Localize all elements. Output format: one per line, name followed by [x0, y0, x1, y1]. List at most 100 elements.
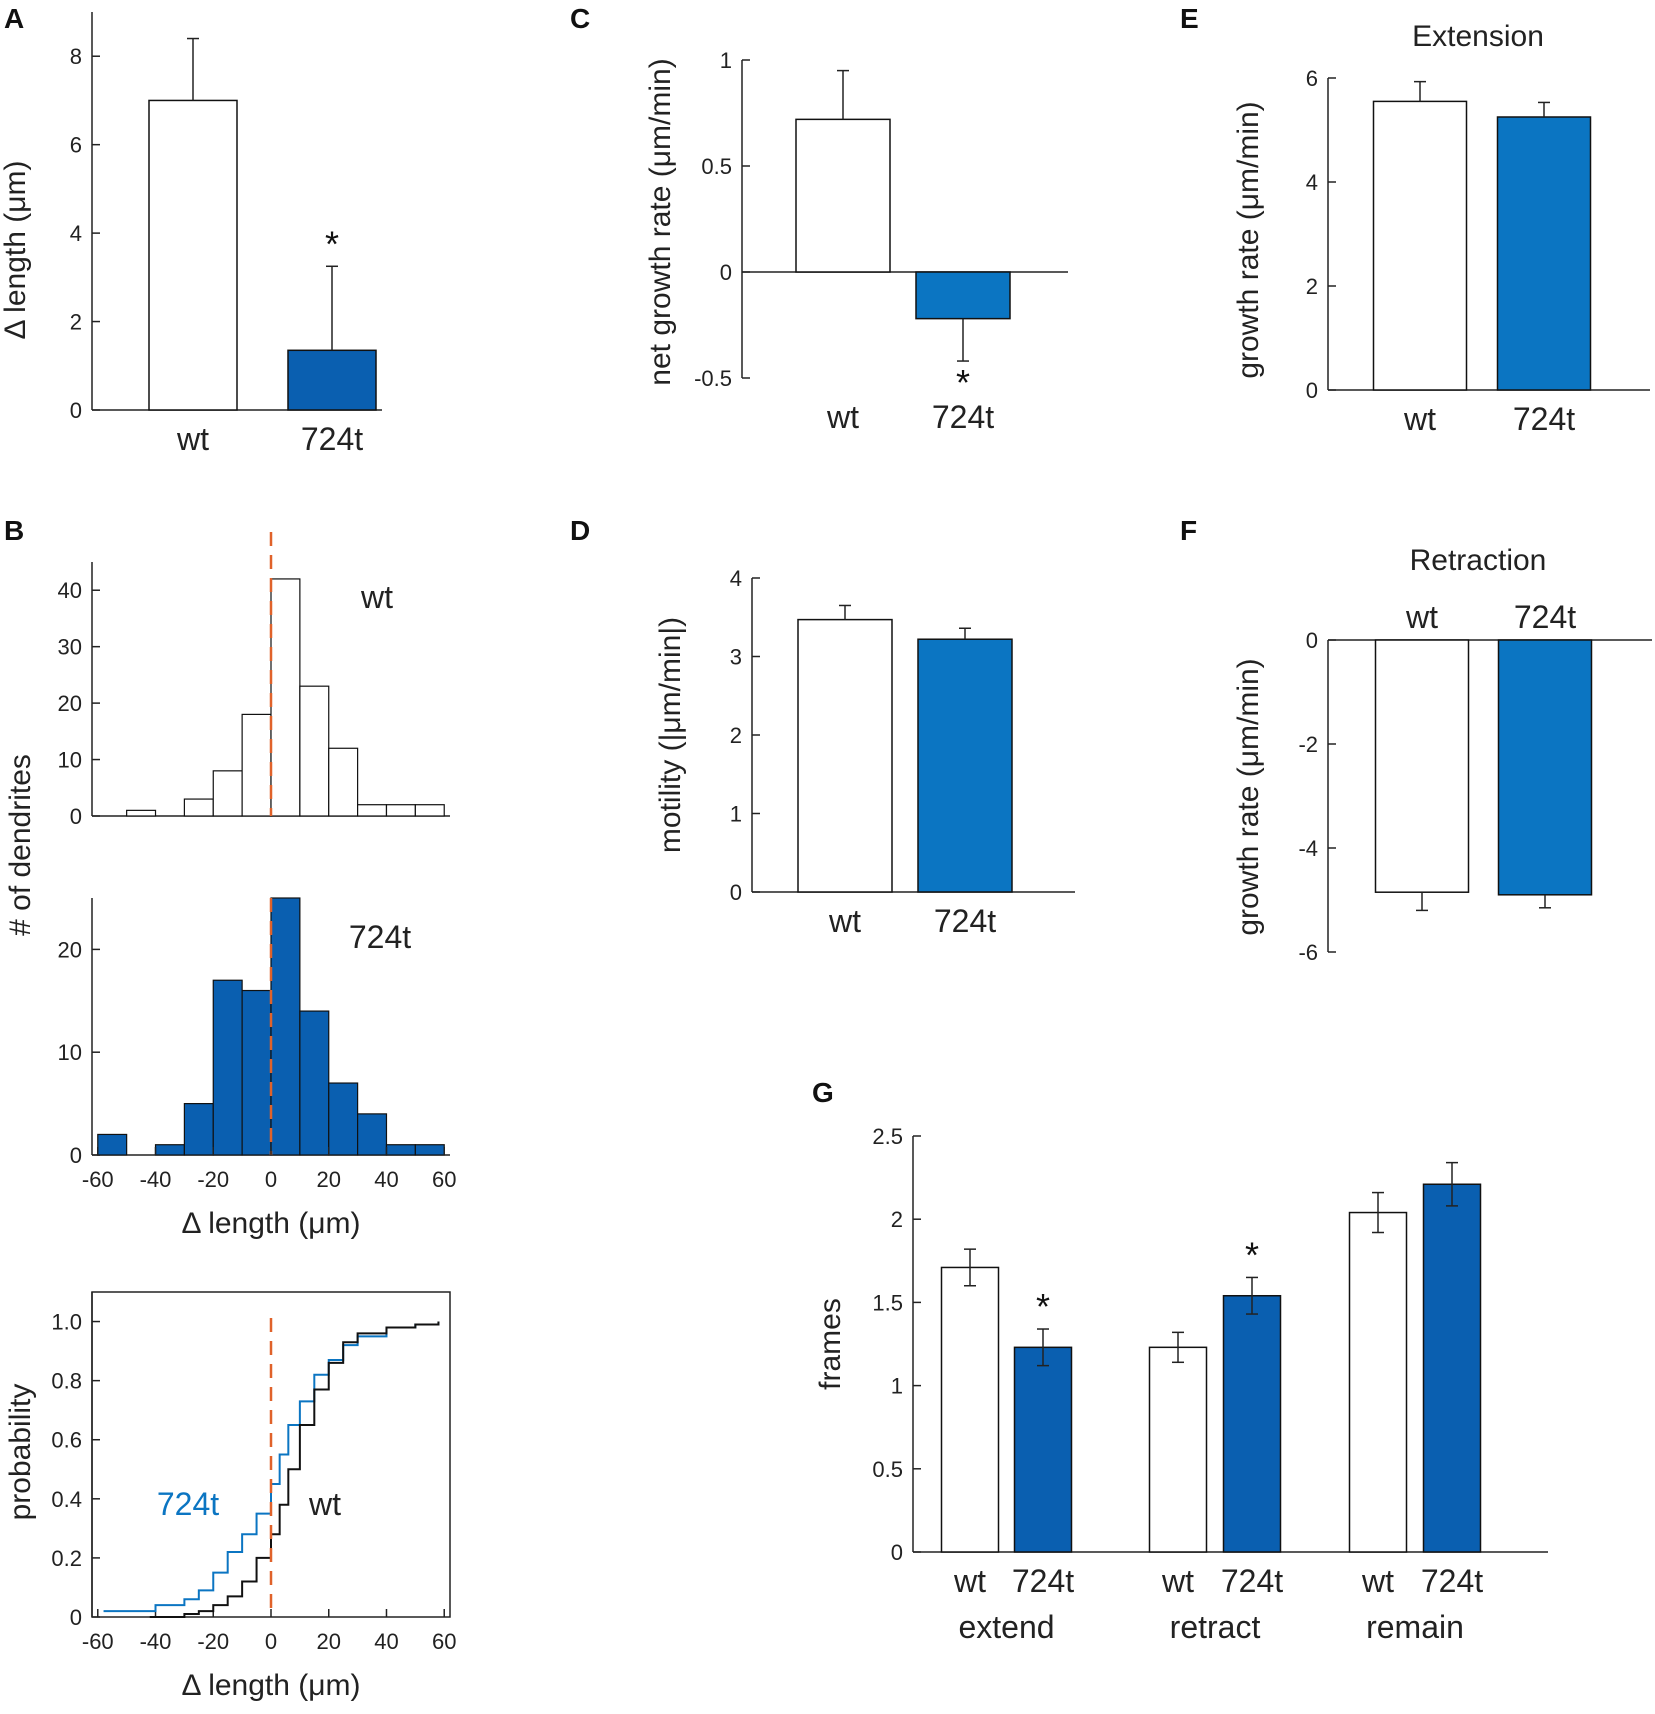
- panel-label-B: B: [4, 515, 24, 546]
- x-axis-label-B2: Δ length (μm): [181, 1207, 360, 1240]
- plot-frame-B3: [91, 1291, 451, 1618]
- y-tick-label-A: 4: [70, 221, 82, 246]
- y-tick-label-G: 0.5: [872, 1457, 903, 1482]
- x-tick-label-B2: -60: [82, 1167, 114, 1192]
- x-label-C: wt: [826, 399, 859, 435]
- hist-bar-B2: [414, 1144, 445, 1156]
- y-tick-label-B3: 0: [70, 1605, 82, 1630]
- y-axis-label-G: frames: [814, 1298, 847, 1390]
- y-tick-label-G: 0: [891, 1540, 903, 1565]
- y-tick-label-B2: 20: [58, 937, 82, 962]
- y-tick-label-D: 1: [730, 802, 742, 827]
- significance-star-G: *: [1245, 1234, 1259, 1275]
- bar-E-724t: [1496, 116, 1592, 391]
- group-label-G-remain: remain: [1366, 1609, 1464, 1645]
- y-tick-label-C: 0: [720, 260, 732, 285]
- y-tick-label-F: -6: [1298, 940, 1318, 965]
- group-label-G-extend: extend: [958, 1609, 1054, 1645]
- hist-bar-B1: [126, 809, 157, 817]
- y-tick-label-D: 3: [730, 645, 742, 670]
- x-label-D: wt: [828, 903, 861, 939]
- y-tick-label-B1: 10: [58, 748, 82, 773]
- x-label-G: 724t: [1421, 1563, 1483, 1599]
- bar-F-wt: [1374, 639, 1470, 893]
- x-tick-label-B3: 0: [265, 1629, 277, 1654]
- x-tick-label-B3: 60: [432, 1629, 456, 1654]
- x-label-D: 724t: [934, 903, 996, 939]
- annotation-wt: wt: [308, 1486, 341, 1522]
- hist-bar-B1: [328, 747, 359, 817]
- hist-bar-B2: [183, 1102, 214, 1156]
- hist-bar-B2: [385, 1144, 416, 1156]
- x-label-F: wt: [1405, 599, 1438, 635]
- x-tick-label-B2: -40: [140, 1167, 172, 1192]
- hist-bar-B1: [357, 804, 388, 817]
- significance-star-A: *: [325, 223, 339, 264]
- significance-star-G: *: [1036, 1286, 1050, 1327]
- x-tick-label-B2: 20: [316, 1167, 340, 1192]
- bar-A-724t: [287, 349, 377, 411]
- hist-bar-B1: [270, 578, 301, 817]
- hist-bar-B2: [328, 1082, 359, 1156]
- bar-A-wt: [148, 99, 238, 411]
- y-tick-label-B1: 0: [70, 804, 82, 829]
- chart-title-F: Retraction: [1410, 544, 1547, 577]
- y-axis-label-B3: probability: [4, 1384, 37, 1521]
- y-axis-label-A: Δ length (μm): [0, 160, 32, 339]
- x-tick-label-B3: -40: [140, 1629, 172, 1654]
- y-tick-label-B1: 40: [58, 578, 82, 603]
- series-label-B1: wt: [360, 579, 393, 615]
- panel-label-F: F: [1180, 515, 1197, 546]
- y-tick-label-G: 2.5: [872, 1124, 903, 1149]
- bar-E-wt: [1372, 100, 1468, 391]
- x-tick-label-B3: -20: [197, 1629, 229, 1654]
- y-tick-label-G: 1: [891, 1374, 903, 1399]
- y-axis-label-B: # of dendrites: [4, 754, 37, 936]
- bar-G-remain-wt: [1348, 1211, 1408, 1553]
- bar-G-extend-wt: [940, 1266, 1000, 1553]
- x-tick-label-B3: 40: [374, 1629, 398, 1654]
- hist-bar-B1: [183, 798, 214, 817]
- y-tick-label-F: -2: [1298, 732, 1318, 757]
- annotation-724t: 724t: [157, 1486, 219, 1522]
- bar-C-wt: [795, 118, 891, 273]
- x-label-A: 724t: [301, 421, 363, 457]
- x-tick-label-B2: 0: [265, 1167, 277, 1192]
- hist-bar-B2: [97, 1133, 128, 1156]
- y-tick-label-B3: 1.0: [51, 1310, 82, 1335]
- y-tick-label-B3: 0.2: [51, 1546, 82, 1571]
- y-tick-label-D: 4: [730, 566, 742, 591]
- y-tick-label-A: 6: [70, 133, 82, 158]
- y-axis-label-C: net growth rate (μm/min): [644, 58, 677, 385]
- y-tick-label-B2: 10: [58, 1040, 82, 1065]
- x-tick-label-B2: 40: [374, 1167, 398, 1192]
- y-tick-label-A: 2: [70, 310, 82, 335]
- y-tick-label-B3: 0.4: [51, 1487, 82, 1512]
- y-tick-label-A: 0: [70, 398, 82, 423]
- y-axis-label-F: growth rate (μm/min): [1232, 658, 1265, 935]
- y-tick-label-F: -4: [1298, 836, 1318, 861]
- x-label-G: wt: [953, 1563, 986, 1599]
- y-tick-label-G: 2: [891, 1207, 903, 1232]
- cdf-line-wt: [149, 1321, 440, 1618]
- y-tick-label-E: 0: [1306, 378, 1318, 403]
- y-tick-label-E: 6: [1306, 66, 1318, 91]
- y-tick-label-E: 4: [1306, 170, 1318, 195]
- hist-bar-B2: [299, 1010, 330, 1156]
- hist-bar-B1: [212, 770, 243, 817]
- bar-G-retract-wt: [1148, 1346, 1208, 1553]
- x-label-G: wt: [1361, 1563, 1394, 1599]
- panel-label-G: G: [812, 1077, 834, 1108]
- hist-bar-B2: [357, 1113, 388, 1156]
- y-tick-label-F: 0: [1306, 628, 1318, 653]
- y-axis-label-E: growth rate (μm/min): [1232, 101, 1265, 378]
- panel-label-A: A: [4, 3, 24, 34]
- y-tick-label-D: 0: [730, 880, 742, 905]
- y-tick-label-C: 0.5: [701, 154, 732, 179]
- x-axis-label-B3: Δ length (μm): [181, 1669, 360, 1702]
- y-tick-label-B1: 30: [58, 635, 82, 660]
- panel-label-C: C: [570, 3, 590, 34]
- y-tick-label-E: 2: [1306, 274, 1318, 299]
- bar-D-724t: [917, 638, 1013, 893]
